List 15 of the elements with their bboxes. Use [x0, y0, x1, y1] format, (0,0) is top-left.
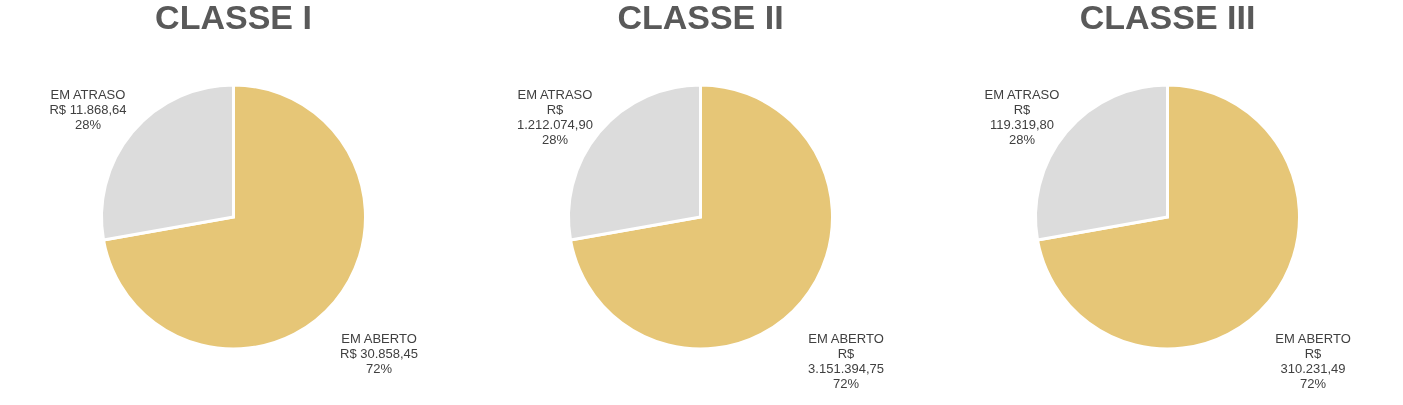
slice-label: EM ATRASO	[984, 86, 1060, 102]
slice-label: EM ABERTO	[341, 331, 417, 347]
chart-title: CLASSE II	[617, 0, 784, 36]
data-label: R$ 119.319,80 28%	[989, 101, 1055, 147]
data-label: R$ 3.151.394,75 72%	[808, 346, 884, 392]
data-label: R$ 1.212.074,90 28%	[517, 101, 593, 147]
data-label: R$ 30.858,45 72%	[340, 346, 419, 377]
data-label: R$ 11.868,64 28%	[49, 101, 127, 132]
slice-label: EM ATRASO	[517, 86, 593, 102]
slice-label: EM ATRASO	[50, 86, 126, 102]
data-label: R$ 310.231,49 72%	[1280, 346, 1346, 392]
chart-title: CLASSE I	[155, 0, 312, 36]
slice-label: EM ABERTO	[808, 331, 884, 347]
slice-label: EM ABERTO	[1275, 331, 1351, 347]
chart-title: CLASSE III	[1079, 0, 1256, 36]
